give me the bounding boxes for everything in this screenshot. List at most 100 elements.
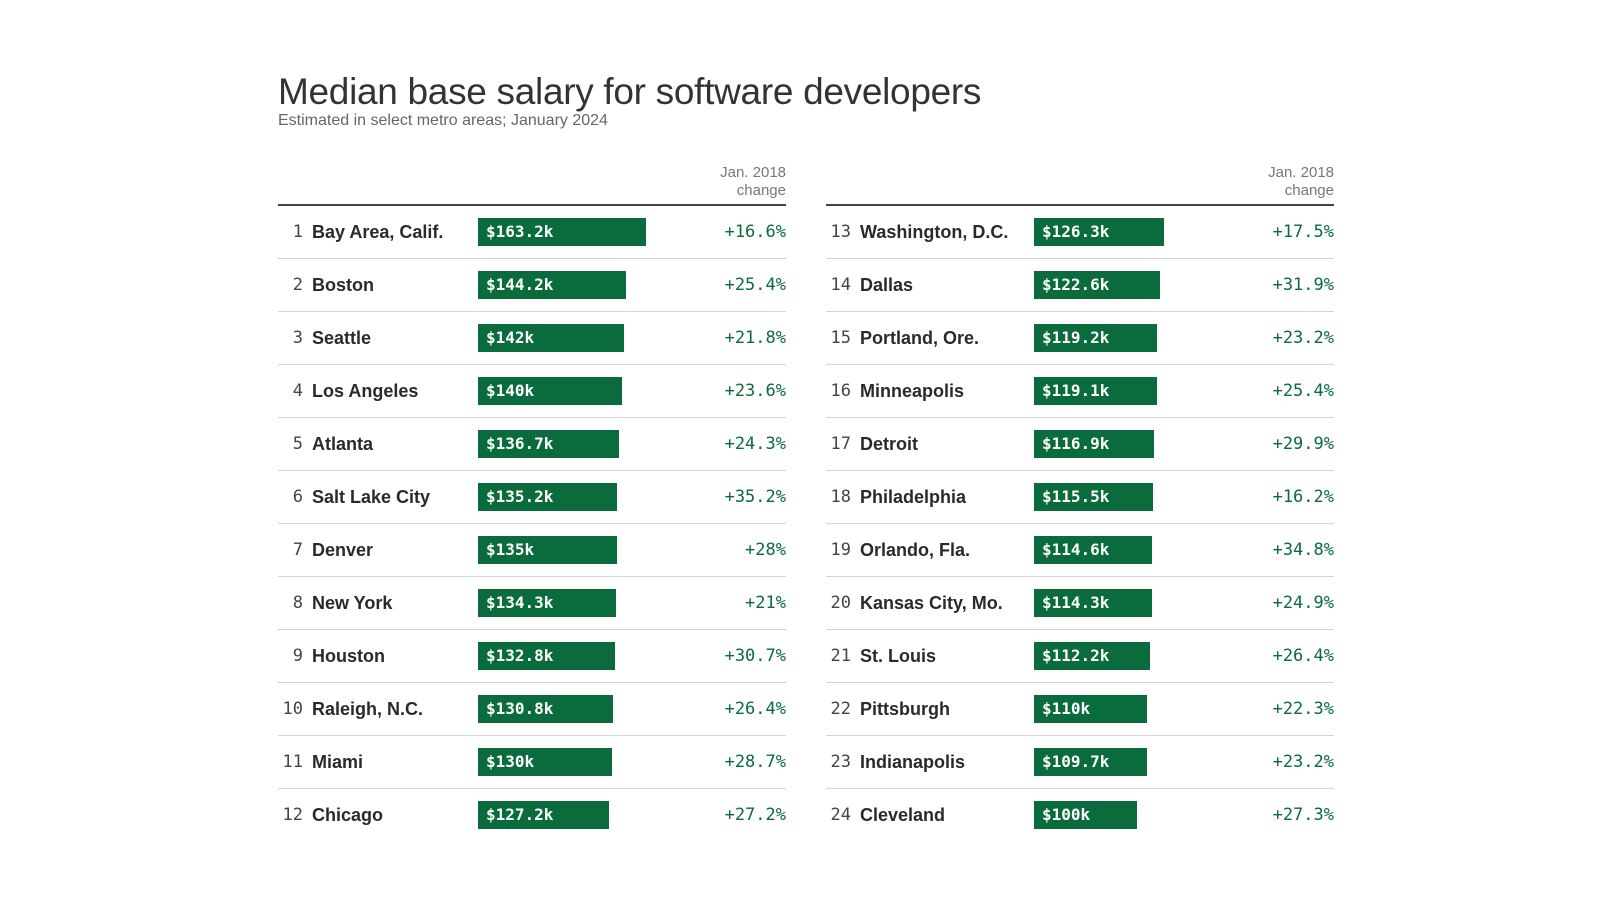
salary-label: $135k bbox=[486, 540, 535, 559]
change-value: +16.2% bbox=[1272, 487, 1334, 507]
city-name: Salt Lake City bbox=[312, 487, 431, 507]
salary-label: $163.2k bbox=[486, 222, 554, 241]
salary-bar: $140k bbox=[478, 377, 622, 405]
chart-title: Median base salary for software develope… bbox=[278, 70, 982, 112]
salary-bar: $132.8k bbox=[478, 642, 615, 670]
rank-number: 16 bbox=[830, 381, 851, 401]
salary-label: $116.9k bbox=[1042, 434, 1110, 453]
city-name: Miami bbox=[312, 752, 364, 772]
salary-bar: $119.1k bbox=[1034, 377, 1157, 405]
column-header: Jan. 2018 change bbox=[278, 160, 786, 206]
city-name: Boston bbox=[312, 275, 374, 295]
rank-number: 5 bbox=[292, 434, 303, 454]
rows-right: 13 Washington, D.C. $126.3k +17.5% 14 Dallas $… bbox=[826, 206, 1334, 841]
city-name: Los Angeles bbox=[312, 381, 419, 401]
change-value: +30.7% bbox=[724, 646, 786, 666]
rank-number: 14 bbox=[830, 275, 851, 295]
salary-label: $140k bbox=[486, 381, 535, 400]
table-row: 11 Miami $130k +28.7% bbox=[278, 736, 786, 789]
table-row: 21 St. Louis $112.2k +26.4% bbox=[826, 630, 1334, 683]
salary-label: $114.6k bbox=[1042, 540, 1110, 559]
table-row: 4 Los Angeles $140k +23.6% bbox=[278, 365, 786, 418]
table-row: 16 Minneapolis $119.1k +25.4% bbox=[826, 365, 1334, 418]
table-right-column: Jan. 2018 change 13 Washington, D.C. $126.… bbox=[826, 160, 1334, 841]
rows-left: 1 Bay Area, Calif. $163.2k +16.6% 2 Boston $14… bbox=[278, 206, 786, 841]
table-row: 14 Dallas $122.6k +31.9% bbox=[826, 259, 1334, 312]
rank-number: 2 bbox=[292, 275, 303, 295]
rank-number: 8 bbox=[292, 593, 303, 613]
change-value: +28% bbox=[745, 540, 786, 560]
change-value: +23.2% bbox=[1272, 328, 1334, 348]
salary-label: $112.2k bbox=[1042, 646, 1110, 665]
rank-number: 10 bbox=[282, 699, 303, 719]
rank-number: 20 bbox=[830, 593, 851, 613]
change-column-header: Jan. 2018 change bbox=[720, 164, 786, 199]
city-name: Kansas City, Mo. bbox=[860, 593, 1003, 613]
change-value: +29.9% bbox=[1272, 434, 1334, 454]
salary-bar: $114.6k bbox=[1034, 536, 1152, 564]
change-value: +24.3% bbox=[724, 434, 786, 454]
salary-label: $119.1k bbox=[1042, 381, 1110, 400]
change-value: +17.5% bbox=[1272, 222, 1334, 242]
salary-bar: $100k bbox=[1034, 801, 1137, 829]
salary-bar: $130.8k bbox=[478, 695, 613, 723]
salary-bar: $114.3k bbox=[1034, 589, 1152, 617]
salary-bar: $122.6k bbox=[1034, 271, 1160, 299]
salary-bar: $136.7k bbox=[478, 430, 619, 458]
salary-label: $122.6k bbox=[1042, 275, 1110, 294]
salary-bar: $135.2k bbox=[478, 483, 617, 511]
table-row: 1 Bay Area, Calif. $163.2k +16.6% bbox=[278, 206, 786, 259]
rank-number: 15 bbox=[830, 328, 851, 348]
salary-bar: $127.2k bbox=[478, 801, 609, 829]
salary-label: $114.3k bbox=[1042, 593, 1110, 612]
rank-number: 3 bbox=[292, 328, 303, 348]
city-name: Raleigh, N.C. bbox=[312, 699, 424, 719]
salary-bar: $126.3k bbox=[1034, 218, 1164, 246]
salary-label: $109.7k bbox=[1042, 752, 1110, 771]
change-value: +31.9% bbox=[1272, 275, 1334, 295]
salary-label: $130k bbox=[486, 752, 535, 771]
table-row: 7 Denver $135k +28% bbox=[278, 524, 786, 577]
salary-bar: $109.7k bbox=[1034, 748, 1147, 776]
city-name: Portland, Ore. bbox=[860, 328, 980, 348]
city-name: Indianapolis bbox=[860, 752, 966, 772]
table-row: 18 Philadelphia $115.5k +16.2% bbox=[826, 471, 1334, 524]
table-row: 23 Indianapolis $109.7k +23.2% bbox=[826, 736, 1334, 789]
change-value: +35.2% bbox=[724, 487, 786, 507]
city-name: Seattle bbox=[312, 328, 372, 348]
chart-subtitle: Estimated in select metro areas; January… bbox=[278, 112, 608, 129]
city-name: Washington, D.C. bbox=[860, 222, 1009, 242]
table-row: 6 Salt Lake City $135.2k +35.2% bbox=[278, 471, 786, 524]
salary-bar: $163.2k bbox=[478, 218, 646, 246]
table-row: 22 Pittsburgh $110k +22.3% bbox=[826, 683, 1334, 736]
salary-label: $142k bbox=[486, 328, 535, 347]
salary-label: $134.3k bbox=[486, 593, 554, 612]
city-name: New York bbox=[312, 593, 393, 613]
salary-label: $115.5k bbox=[1042, 487, 1110, 506]
salary-bar: $116.9k bbox=[1034, 430, 1154, 458]
salary-bar: $119.2k bbox=[1034, 324, 1157, 352]
rank-number: 4 bbox=[292, 381, 303, 401]
table-row: 12 Chicago $127.2k +27.2% bbox=[278, 789, 786, 841]
salary-label: $144.2k bbox=[486, 275, 554, 294]
salary-label: $132.8k bbox=[486, 646, 554, 665]
rank-number: 17 bbox=[830, 434, 851, 454]
change-value: +21.8% bbox=[724, 328, 786, 348]
rank-number: 7 bbox=[292, 540, 303, 560]
city-name: Bay Area, Calif. bbox=[312, 222, 444, 242]
rank-number: 18 bbox=[830, 487, 851, 507]
salary-label: $119.2k bbox=[1042, 328, 1110, 347]
salary-bar: $142k bbox=[478, 324, 624, 352]
table-left-column: Jan. 2018 change 1 Bay Area, Calif. $163.2… bbox=[278, 160, 786, 841]
rank-number: 21 bbox=[830, 646, 851, 666]
table-row: 17 Detroit $116.9k +29.9% bbox=[826, 418, 1334, 471]
city-name: Houston bbox=[312, 646, 385, 666]
salary-label: $130.8k bbox=[486, 699, 554, 718]
table-row: 9 Houston $132.8k +30.7% bbox=[278, 630, 786, 683]
rank-number: 22 bbox=[830, 699, 851, 719]
salary-bar: $130k bbox=[478, 748, 612, 776]
city-name: Orlando, Fla. bbox=[860, 540, 971, 560]
salary-label: $127.2k bbox=[486, 805, 554, 824]
salary-bar: $135k bbox=[478, 536, 617, 564]
change-value: +21% bbox=[745, 593, 786, 613]
